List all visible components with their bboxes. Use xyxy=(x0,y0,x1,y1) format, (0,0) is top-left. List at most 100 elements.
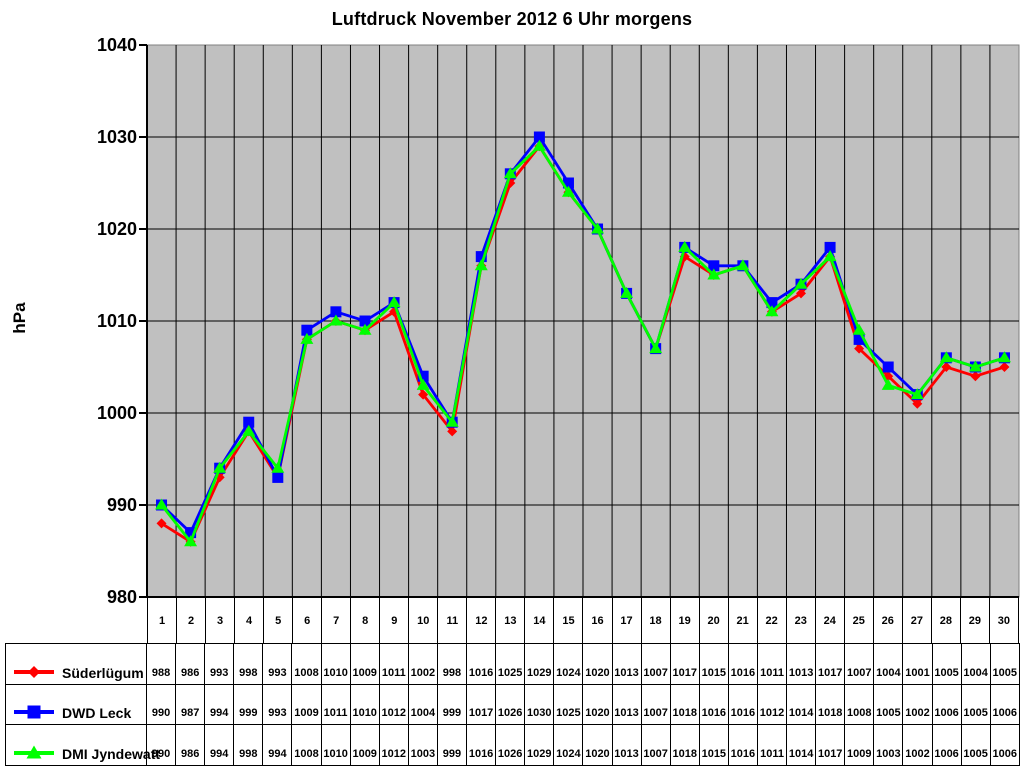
day-label: 15 xyxy=(554,598,584,643)
pressure-value-cell: 1029 xyxy=(525,644,555,684)
pressure-value-cell: 998 xyxy=(234,644,264,684)
pressure-value-cell: 1018 xyxy=(671,684,700,725)
y-axis-ticks xyxy=(139,44,147,598)
triangle-marker-icon xyxy=(881,378,895,390)
legend-label: DWD Leck xyxy=(62,705,132,722)
day-label: 19 xyxy=(671,598,700,643)
legend-cell: DWD Leck xyxy=(6,684,147,725)
pressure-value-cell: 1009 xyxy=(351,725,380,766)
pressure-value-cell: 1015 xyxy=(700,725,729,766)
series-line-2 xyxy=(155,139,1011,547)
day-label: 23 xyxy=(787,598,816,643)
pressure-value-cell: 1005 xyxy=(962,684,991,725)
pressure-value-cell: 1011 xyxy=(380,644,409,684)
pressure-value-cell: 1018 xyxy=(671,725,700,766)
square-marker-icon xyxy=(475,251,487,263)
day-label: 4 xyxy=(235,598,265,643)
pressure-value-cell: 1004 xyxy=(962,644,991,684)
triangle-marker-icon xyxy=(329,314,343,326)
triangle-marker-icon xyxy=(416,378,430,390)
square-marker-icon xyxy=(272,471,284,483)
square-marker-icon xyxy=(766,297,778,309)
triangle-marker-icon xyxy=(823,250,837,262)
plot-area xyxy=(139,44,1020,598)
pressure-value-cell: 1014 xyxy=(787,725,817,766)
pressure-value-cell: 1017 xyxy=(671,644,700,684)
square-marker-icon xyxy=(853,333,865,345)
pressure-value-cell: 1009 xyxy=(292,684,322,725)
square-marker-icon xyxy=(417,370,429,382)
legend-diamond-icon xyxy=(14,665,54,678)
pressure-value-cell: 1010 xyxy=(322,644,351,684)
square-marker-icon xyxy=(562,177,574,189)
day-label: 26 xyxy=(874,598,903,643)
pressure-value-cell: 1012 xyxy=(380,684,409,725)
diamond-marker-icon xyxy=(447,426,458,437)
legend-label: DMI Jyndewatt xyxy=(62,746,161,763)
day-label: 29 xyxy=(961,598,990,643)
pressure-value-cell: 1011 xyxy=(322,684,351,725)
pressure-value-cell: 1008 xyxy=(845,684,875,725)
diamond-marker-icon xyxy=(156,518,167,529)
diamond-marker-icon xyxy=(912,398,923,409)
table-row: DMI Jyndewatt 990 986 994 998 994 1008 1010 1009… xyxy=(6,725,1019,766)
table-row: DWD Leck 990 987 994 999 993 1009 1011 1010 1012 1… xyxy=(6,684,1019,726)
pressure-value-cell: 1016 xyxy=(467,644,497,684)
y-tick-label: 990 xyxy=(106,495,137,515)
pressure-value-cell: 1013 xyxy=(613,684,642,725)
pressure-value-cell: 999 xyxy=(234,684,264,725)
pressure-value-cell: 1020 xyxy=(583,644,613,684)
pressure-value-cell: 1026 xyxy=(496,725,526,766)
triangle-marker-icon xyxy=(561,185,575,197)
chart-title: Luftdruck November 2012 6 Uhr morgens xyxy=(331,9,693,29)
triangle-marker-icon xyxy=(155,498,169,510)
day-label: 20 xyxy=(700,598,729,643)
pressure-value-cell: 1005 xyxy=(992,666,1017,679)
day-label: 25 xyxy=(845,598,874,643)
day-label: 24 xyxy=(816,598,845,643)
square-marker-icon xyxy=(708,260,720,272)
pressure-value-cell: 1010 xyxy=(351,684,380,725)
day-label: 6 xyxy=(293,598,323,643)
day-label: 8 xyxy=(351,598,381,643)
day-label: 5 xyxy=(264,598,294,643)
day-label: 16 xyxy=(583,598,613,643)
pressure-value-cell: 1002 xyxy=(903,725,933,766)
pressure-value-cell: 1029 xyxy=(525,725,555,766)
pressure-value-cell: 1003 xyxy=(874,725,904,766)
pressure-value-cell: 1009 xyxy=(845,725,875,766)
pressure-value-cell: 1004 xyxy=(874,644,904,684)
pressure-value-cell: 998 xyxy=(438,644,468,684)
pressure-value-cell: 1016 xyxy=(729,644,758,684)
triangle-marker-icon xyxy=(503,167,517,179)
pressure-value-cell: 1011 xyxy=(758,644,788,684)
diamond-marker-icon xyxy=(854,343,865,354)
day-label: 14 xyxy=(525,598,555,643)
triangle-marker-icon xyxy=(591,222,605,234)
pressure-value-cell: 1006 xyxy=(933,725,962,766)
triangle-marker-icon xyxy=(707,268,721,280)
square-marker-icon xyxy=(882,361,894,373)
diamond-marker-icon xyxy=(418,389,429,400)
triangle-marker-icon xyxy=(184,535,198,547)
pressure-value-cell: 1017 xyxy=(816,644,846,684)
diamond-marker-icon xyxy=(28,665,40,678)
pressure-value-cell: 1018 xyxy=(816,684,846,725)
table-row: Süderlügum 988 986 993 998 993 1008 1010 1009 101… xyxy=(6,644,1019,685)
pressure-value-cell: 1024 xyxy=(554,644,584,684)
triangle-marker-icon xyxy=(213,461,227,473)
square-marker-icon xyxy=(301,324,313,336)
day-label: 1 xyxy=(147,598,178,643)
data-table: Süderlügum 988 986 993 998 993 1008 1010 1009 101… xyxy=(5,643,1020,766)
y-tick-label: 1020 xyxy=(96,219,137,239)
pressure-value-cell: 1001 xyxy=(903,644,933,684)
pressure-value-cell: 1005 xyxy=(933,644,962,684)
pressure-value-cell: 994 xyxy=(205,725,235,766)
y-tick-label: 1030 xyxy=(96,127,137,147)
day-label: 17 xyxy=(613,598,642,643)
pressure-value-cell: 1017 xyxy=(816,725,846,766)
triangle-marker-icon xyxy=(852,323,866,335)
legend-triangle-icon xyxy=(14,745,54,759)
pressure-value-cell: 1002 xyxy=(903,684,933,725)
pressure-value-cell: 999 xyxy=(438,684,468,725)
